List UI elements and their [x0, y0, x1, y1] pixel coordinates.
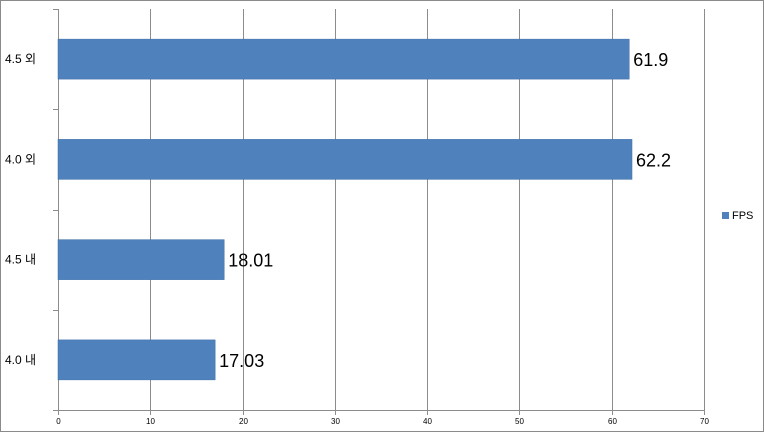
x-tick-label: 50: [515, 417, 524, 426]
category-label: 4.5 내: [5, 253, 36, 267]
x-tick-label: 20: [239, 417, 248, 426]
data-label: 61.9: [633, 50, 668, 70]
category-label: 4.5 외: [5, 52, 36, 66]
category-labels: 4.0 내 4.5 내 4.0 외 4.5 외: [5, 52, 36, 367]
x-tick-label: 70: [700, 417, 709, 426]
x-tick-label: 40: [423, 417, 432, 426]
bars: [57, 38, 633, 381]
category-label: 4.0 외: [5, 152, 36, 166]
tick-labels: 0 10 20 30 40 50 60 70: [56, 417, 709, 426]
data-label: 18.01: [228, 251, 273, 271]
x-tick-label: 60: [608, 417, 617, 426]
bar: [57, 139, 633, 180]
bar: [57, 38, 630, 80]
x-tick-label: 0: [56, 417, 61, 426]
bar: [57, 339, 216, 381]
legend-swatch: [722, 212, 729, 219]
bar: [57, 239, 225, 280]
x-tick-label: 30: [331, 417, 340, 426]
legend: FPS: [722, 210, 753, 222]
data-label: 62.2: [636, 150, 671, 170]
x-tick-label: 10: [146, 417, 155, 426]
data-label: 17.03: [219, 351, 264, 371]
legend-label: FPS: [732, 210, 753, 222]
data-labels: 17.03 18.01 62.2 61.9: [219, 50, 671, 371]
category-label: 4.0 내: [5, 353, 36, 367]
